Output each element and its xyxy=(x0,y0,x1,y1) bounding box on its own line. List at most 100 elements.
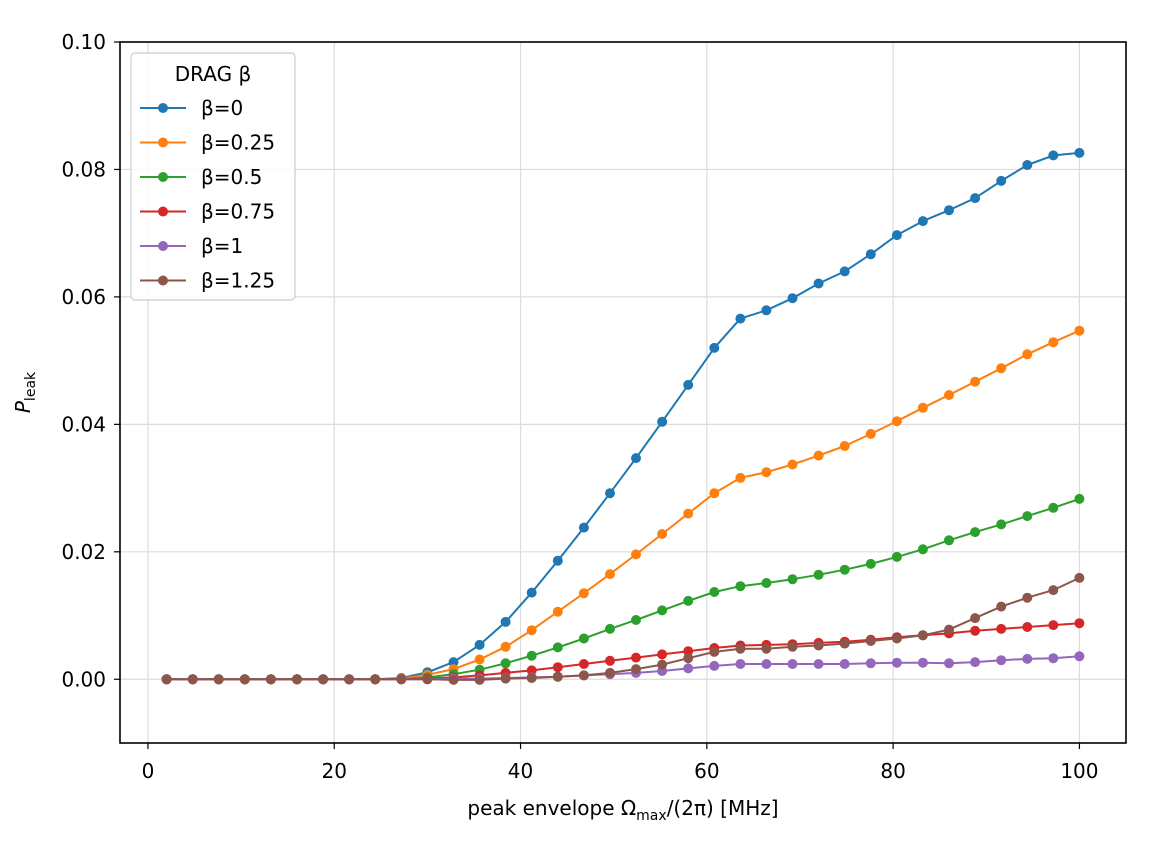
y-tick-label: 0.10 xyxy=(61,30,106,54)
legend-title: DRAG β xyxy=(175,62,251,86)
data-point xyxy=(813,659,824,669)
data-point xyxy=(813,278,824,289)
data-point xyxy=(1048,585,1059,596)
legend-swatch-marker xyxy=(158,172,168,182)
data-point xyxy=(657,649,668,660)
data-point xyxy=(500,616,511,627)
data-point xyxy=(944,658,954,669)
legend-box xyxy=(130,52,296,301)
data-point xyxy=(1048,150,1059,161)
data-point xyxy=(709,342,720,353)
data-point xyxy=(631,615,641,625)
data-point xyxy=(213,674,224,685)
data-point xyxy=(839,638,850,649)
data-point xyxy=(996,655,1007,666)
data-point xyxy=(865,658,876,669)
data-point xyxy=(1022,349,1033,360)
y-tick-label: 0.02 xyxy=(61,540,106,564)
data-point xyxy=(787,293,798,304)
data-point xyxy=(787,659,798,669)
y-tick-label: 0.00 xyxy=(61,667,106,691)
data-point xyxy=(891,657,902,668)
data-point xyxy=(683,663,694,674)
data-point xyxy=(578,659,589,669)
data-point xyxy=(917,544,928,555)
data-point xyxy=(448,674,459,685)
data-point xyxy=(891,551,902,562)
data-point xyxy=(735,581,746,592)
data-point xyxy=(1048,502,1059,513)
data-point xyxy=(1074,651,1085,662)
y-axis-label-main: P xyxy=(11,400,35,413)
data-point xyxy=(1048,337,1059,348)
data-point xyxy=(552,555,563,566)
legend-entry: β=0.25 xyxy=(140,131,275,155)
legend-entry: β=0.5 xyxy=(140,165,262,189)
legend-label: β=0.25 xyxy=(201,131,275,155)
data-point xyxy=(839,441,850,451)
legend: DRAG β β=0 β=0.25 β=0.5 β=0.75 β=1 β=1.25 xyxy=(130,52,296,301)
data-point xyxy=(735,659,746,669)
data-point xyxy=(891,230,902,241)
legend-swatch-marker xyxy=(158,206,168,217)
y-axis-label-sub: leak xyxy=(23,371,39,401)
data-point xyxy=(552,662,563,673)
data-point xyxy=(761,659,772,669)
data-point xyxy=(839,564,850,575)
data-point xyxy=(1022,160,1033,170)
data-point xyxy=(683,646,694,657)
legend-label: β=0.5 xyxy=(201,165,262,189)
legend-swatch-marker xyxy=(158,137,168,148)
ticks: 0 20 40 60 80 100 0.00 0.02 0.04 0.06 0.08 0.10 xyxy=(61,30,1098,783)
data-point xyxy=(422,674,433,685)
data-point xyxy=(474,674,485,685)
data-point xyxy=(917,630,928,641)
legend-entry: β=1.25 xyxy=(140,269,275,293)
data-point xyxy=(657,659,668,670)
x-axis-label-pre: peak envelope Ω xyxy=(467,796,636,820)
data-point xyxy=(1074,618,1085,629)
legend-entry: β=0 xyxy=(140,96,243,120)
data-point xyxy=(396,674,407,685)
data-point xyxy=(761,643,772,654)
data-point xyxy=(161,674,172,685)
data-point xyxy=(631,453,641,464)
legend-entry: β=1 xyxy=(140,234,243,258)
data-point xyxy=(1074,325,1085,336)
data-point xyxy=(735,643,746,654)
data-point xyxy=(813,450,824,461)
data-point xyxy=(474,654,485,665)
data-point xyxy=(735,472,746,483)
data-point xyxy=(239,674,250,685)
data-point xyxy=(996,601,1007,612)
data-point xyxy=(787,641,798,652)
legend-swatch-marker xyxy=(158,241,168,251)
data-point xyxy=(996,519,1007,530)
legend-label: β=0.75 xyxy=(201,200,275,224)
data-point xyxy=(970,376,981,387)
series-5 xyxy=(161,572,1085,685)
data-point xyxy=(944,390,954,400)
data-point xyxy=(605,655,615,666)
legend-swatch-marker xyxy=(158,103,168,113)
data-point xyxy=(657,605,668,616)
data-point xyxy=(631,652,641,663)
data-point xyxy=(813,640,824,651)
data-point xyxy=(605,488,615,499)
data-point xyxy=(865,428,876,439)
legend-swatch-marker xyxy=(158,275,168,286)
x-tick-label: 20 xyxy=(322,759,347,783)
data-point xyxy=(578,522,589,533)
data-point xyxy=(917,402,928,413)
data-point xyxy=(1074,493,1085,504)
data-point xyxy=(709,646,720,657)
y-tick-label: 0.08 xyxy=(61,157,106,181)
legend-label: β=1.25 xyxy=(201,269,275,293)
legend-label: β=1 xyxy=(201,234,243,258)
data-point xyxy=(891,633,902,644)
data-point xyxy=(578,633,589,644)
data-point xyxy=(709,660,720,671)
data-point xyxy=(578,588,589,599)
data-point xyxy=(996,363,1007,374)
